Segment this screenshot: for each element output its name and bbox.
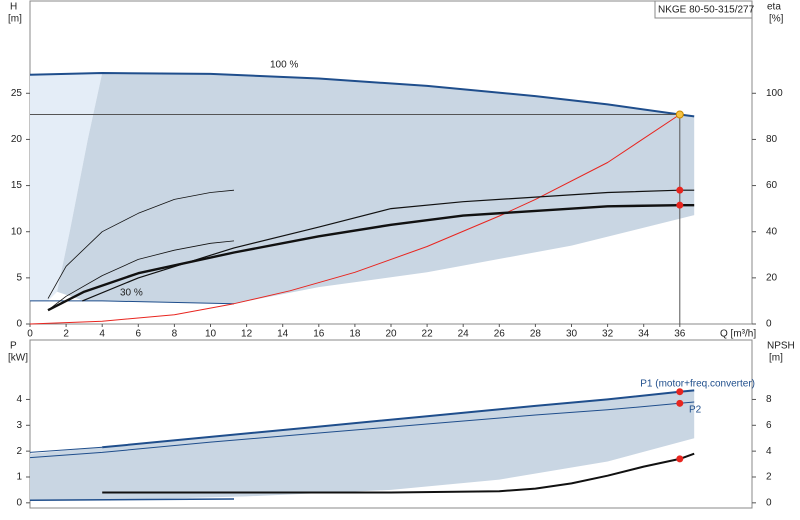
series-label: 100 % <box>270 60 298 71</box>
y2-axis-unit: [%] <box>769 14 784 25</box>
operating-point <box>676 201 684 209</box>
y-axis-unit: [kW] <box>8 353 28 364</box>
x-axis-label: Q [m³/h] <box>720 329 756 340</box>
curve <box>29 498 235 501</box>
y-tick-label: 25 <box>11 88 23 99</box>
range-area <box>30 73 103 301</box>
x-tick-label: 8 <box>172 329 178 340</box>
y-tick-label: 3 <box>16 420 22 431</box>
title-box <box>654 0 753 19</box>
y-axis-label: H <box>10 2 17 13</box>
operating-point <box>676 399 684 407</box>
chart-title: NKGE 80-50-315/277 <box>658 5 755 16</box>
x-tick-label: 24 <box>458 329 470 340</box>
x-tick-label: 26 <box>494 329 506 340</box>
y2-axis-unit: [m] <box>769 353 783 364</box>
curve <box>47 204 695 312</box>
y-tick-label: 5 <box>16 272 22 283</box>
x-tick-label: 20 <box>385 329 397 340</box>
x-tick-label: 14 <box>277 329 289 340</box>
series-label: P2 <box>689 405 702 416</box>
y2-tick-label: 80 <box>766 134 778 145</box>
x-tick-label: 32 <box>602 329 614 340</box>
y2-tick-label: 0 <box>766 319 772 330</box>
x-tick-label: 36 <box>674 329 686 340</box>
y2-tick-label: 4 <box>766 446 772 457</box>
y-tick-label: 15 <box>11 180 23 191</box>
series-label: 30 % <box>120 288 143 299</box>
x-tick-label: 16 <box>313 329 325 340</box>
x-tick-label: 4 <box>99 329 105 340</box>
y-tick-label: 2 <box>16 446 22 457</box>
x-tick-label: 0 <box>27 329 33 340</box>
operating-point <box>676 455 684 463</box>
y2-tick-label: 8 <box>766 394 772 405</box>
x-tick-label: 28 <box>530 329 542 340</box>
y2-tick-label: 40 <box>766 226 778 237</box>
curve <box>29 114 681 325</box>
range-area <box>30 390 695 501</box>
range-area <box>57 73 695 304</box>
x-tick-label: 2 <box>63 329 69 340</box>
curve <box>102 452 695 494</box>
y-tick-label: 4 <box>16 394 22 405</box>
curve <box>29 446 103 453</box>
y-tick-label: 10 <box>11 226 23 237</box>
x-tick-label: 6 <box>136 329 142 340</box>
operating-point <box>675 110 684 119</box>
curve <box>47 189 235 299</box>
y-axis-label: P <box>10 341 17 352</box>
y2-axis-label: eta <box>767 2 781 13</box>
x-tick-label: 18 <box>349 329 361 340</box>
operating-point <box>676 186 684 194</box>
y-axis-unit: [m] <box>8 14 22 25</box>
x-tick-label: 34 <box>638 329 650 340</box>
x-tick-label: 10 <box>205 329 217 340</box>
y2-tick-label: 2 <box>766 472 772 483</box>
y-tick-label: 0 <box>16 497 22 508</box>
y2-tick-label: 60 <box>766 180 778 191</box>
curve <box>47 240 235 311</box>
x-tick-label: 12 <box>241 329 253 340</box>
y2-axis-label: NPSH <box>767 341 795 352</box>
curve <box>102 389 695 449</box>
operating-point <box>676 388 684 396</box>
curve <box>30 300 235 305</box>
series-label: P1 (motor+freq.converter) <box>640 379 755 390</box>
y-tick-label: 20 <box>11 134 23 145</box>
x-tick-label: 30 <box>566 329 578 340</box>
y2-tick-label: 6 <box>766 420 772 431</box>
y-tick-label: 0 <box>16 319 22 330</box>
y2-tick-label: 20 <box>766 272 778 283</box>
y2-tick-label: 0 <box>766 497 772 508</box>
y-tick-label: 1 <box>16 472 22 483</box>
curve <box>29 401 695 459</box>
curve <box>29 72 695 118</box>
y2-tick-label: 100 <box>766 88 783 99</box>
x-tick-label: 22 <box>422 329 434 340</box>
